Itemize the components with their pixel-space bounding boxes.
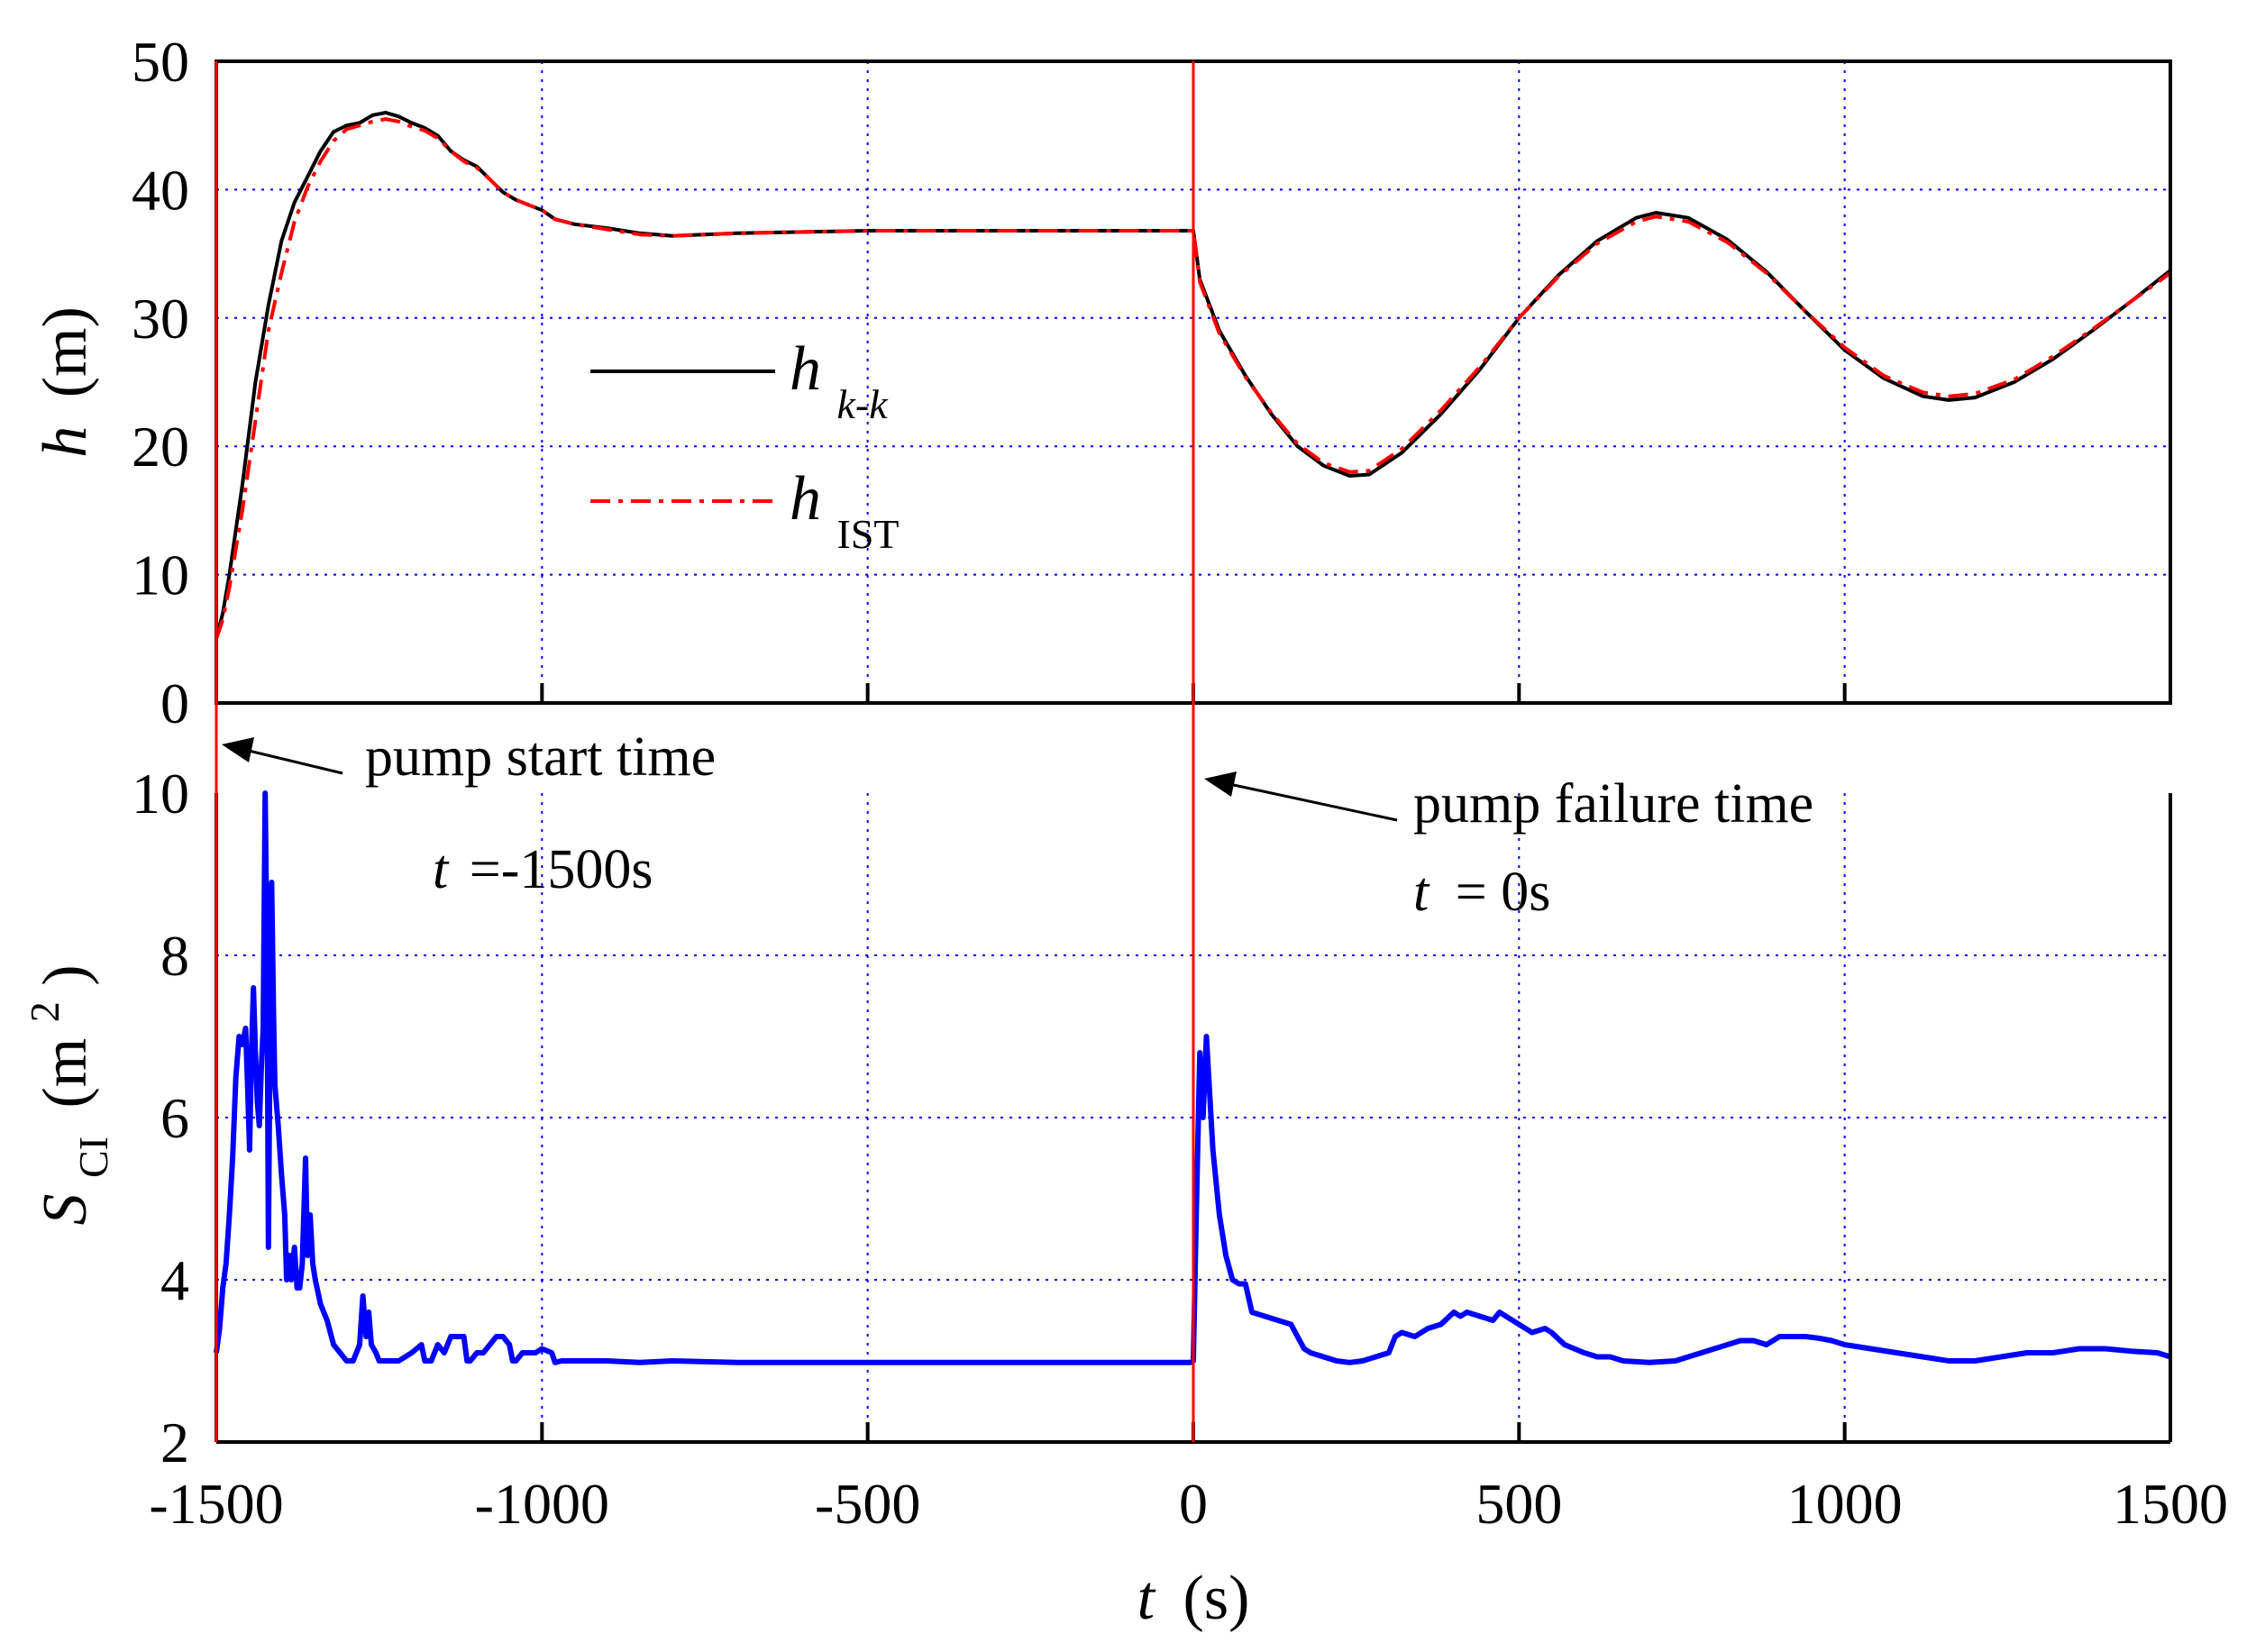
series-h-ist (215, 117, 2172, 640)
bottom-y-axis-sub: CI (70, 1136, 116, 1178)
top-y-tick-label-30: 30 (132, 287, 189, 351)
x-tick-label--1000: -1000 (475, 1472, 609, 1536)
pump-start-time-value: =-1500s (470, 839, 653, 900)
annotations: pump start time t =-1500s pump failure t… (222, 726, 1813, 923)
top-y-tick-label-20: 20 (132, 415, 189, 479)
pump-start-time: t =-1500s (433, 839, 653, 900)
x-tick-label--500: -500 (815, 1472, 920, 1536)
bottom-y-tick-label-10: 10 (132, 762, 189, 826)
bottom-y-axis-var: S (31, 1194, 100, 1226)
bottom-y-tick-label-4: 4 (160, 1248, 189, 1312)
pump-failure-arrow (1228, 782, 1398, 822)
top-y-tick-labels: 0 10 20 30 40 50 (132, 30, 189, 735)
x-axis-var: t (1137, 1564, 1156, 1633)
top-y-tick-label-0: 0 (160, 671, 189, 735)
pump-start-arrow (244, 748, 343, 775)
x-tick-label-500: 500 (1475, 1472, 1562, 1536)
x-tick-labels: -1500 -1000 -500 0 500 1000 1500 (149, 1472, 2228, 1536)
x-axis-label: t (s) (1137, 1564, 1250, 1633)
legend-label-h-k-k: h k-k (790, 334, 889, 427)
top-y-axis-var: h (31, 426, 100, 458)
event-lines (215, 61, 1195, 1442)
pump-start-arrowhead (222, 737, 254, 762)
legend-sub-h-k-k: k-k (837, 381, 890, 427)
bottom-y-tick-label-6: 6 (160, 1086, 189, 1150)
top-panel: 0 10 20 30 40 50 h (m) h k-k h IST (31, 30, 2172, 735)
legend-sub-h-ist: IST (837, 511, 900, 557)
top-y-axis-label: h (m) (31, 306, 100, 458)
x-tick-label--1500: -1500 (149, 1472, 283, 1536)
pump-failure-arrowhead (1204, 771, 1237, 797)
top-series (215, 111, 2172, 640)
pump-failure-time-var: t (1413, 862, 1430, 923)
top-y-axis-unit: (m) (31, 306, 100, 397)
legend-main-h-k-k: h (790, 334, 821, 404)
legend: h k-k h IST (590, 334, 900, 557)
bottom-y-axis-unit-sup: 2 (22, 1001, 68, 1022)
pump-start-label: pump start time (365, 726, 716, 788)
legend-label-h-ist: h IST (790, 464, 900, 557)
bottom-y-tick-label-8: 8 (160, 924, 189, 988)
pump-start-time-var: t (433, 839, 450, 900)
x-axis-unit: (s) (1183, 1564, 1250, 1633)
pump-failure-time: t = 0s (1413, 862, 1550, 923)
series-s-ci (214, 790, 2171, 1365)
bottom-panel: 2 4 6 8 10 -1500 -1000 -500 0 500 1000 1500 S CI (… (4, 762, 2228, 1633)
top-y-tick-label-50: 50 (132, 30, 189, 94)
bottom-y-axis-label: S CI (m 2 ) (4, 964, 122, 1225)
top-y-tick-label-40: 40 (132, 158, 189, 222)
x-tick-label-1000: 1000 (1787, 1472, 1903, 1536)
legend-main-h-ist: h (790, 464, 821, 534)
bottom-y-axis-unit-post: ) (31, 964, 100, 985)
x-tick-label-0: 0 (1179, 1472, 1208, 1536)
top-grid (216, 61, 2170, 703)
top-y-tick-label-10: 10 (132, 543, 189, 607)
x-tick-label-1500: 1500 (2113, 1472, 2228, 1536)
pump-failure-time-value: = 0s (1456, 862, 1551, 923)
bottom-y-tick-labels: 2 4 6 8 10 (132, 762, 189, 1474)
bottom-series (214, 790, 2171, 1365)
pump-failure-label: pump failure time (1413, 773, 1813, 835)
bottom-y-tick-label-2: 2 (160, 1410, 189, 1474)
bottom-y-axis-unit-pre: (m (31, 1038, 100, 1109)
